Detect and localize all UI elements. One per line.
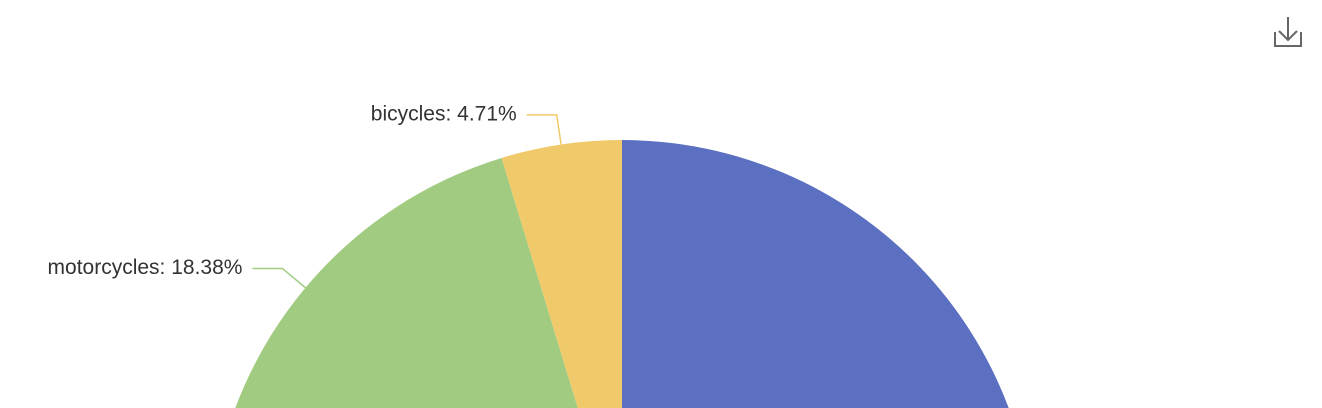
slice-label: motorcycles: 18.38% bbox=[48, 256, 243, 279]
pie-slice bbox=[501, 140, 622, 408]
slice-label: bicycles: 4.71% bbox=[371, 102, 517, 125]
download-tray bbox=[1274, 32, 1302, 47]
label-line bbox=[526, 114, 562, 145]
download-arrow bbox=[1278, 17, 1298, 42]
pie-slice bbox=[235, 157, 578, 408]
download-button[interactable] bbox=[1274, 17, 1302, 47]
pie-slice bbox=[622, 140, 1009, 408]
label-line bbox=[252, 267, 306, 289]
